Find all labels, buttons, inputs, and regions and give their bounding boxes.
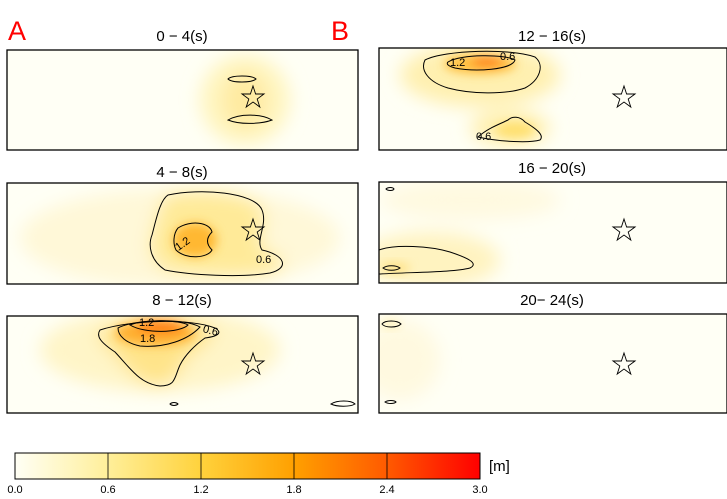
panel-letter-b: B	[331, 16, 349, 46]
colorbar-tick-label: 3.0	[472, 484, 487, 496]
panel-frame	[6, 315, 359, 414]
colorbar-tick-label: 1.2	[193, 484, 208, 496]
contour-lines-b1	[423, 50, 542, 143]
contour-label: 1.2	[139, 317, 154, 329]
epicenter-star-icon	[611, 351, 637, 376]
epicenter-star-icon	[611, 217, 637, 242]
colorbar-tick-label: 1.8	[286, 484, 301, 496]
contour-label: 1.8	[140, 333, 155, 345]
colorbar-tick-label: 2.4	[379, 484, 394, 496]
colorbar-ticks: 0.0 0.6 1.2 1.8 2.4 3.0	[7, 453, 488, 496]
panel-frame	[6, 49, 359, 151]
panel-frame	[378, 181, 727, 284]
contour-lines-b3	[381, 320, 402, 404]
panel-title: 0 − 4(s)	[156, 28, 207, 45]
panel-title: 16 − 20(s)	[518, 160, 586, 177]
panel-frame	[378, 47, 727, 151]
panel-title: 12 − 16(s)	[518, 28, 586, 45]
epicenter-star-icon	[611, 84, 637, 109]
heatmap-b1	[379, 48, 727, 150]
epicenter-star-icon	[240, 84, 266, 109]
epicenter-star-icon	[240, 217, 266, 242]
contour-label: 0.6	[500, 51, 515, 63]
panel-letter-a: A	[8, 16, 26, 46]
panel-frame	[6, 182, 359, 285]
colorbar-tick-label: 0.6	[100, 484, 115, 496]
heatmap-a3	[7, 316, 358, 413]
contour-label: 0.6	[476, 131, 491, 143]
contour-lines-a1	[226, 75, 274, 124]
colorbar-unit: [m]	[489, 458, 510, 475]
contour-label: 0.6	[201, 323, 219, 339]
panel-frame	[378, 313, 727, 414]
panel-title: 20− 24(s)	[520, 292, 584, 309]
heatmap-b3	[379, 314, 727, 413]
contour-label: 0.6	[256, 254, 271, 266]
contour-lines-a2	[149, 191, 283, 277]
panel-title: 4 − 8(s)	[156, 164, 207, 181]
panel-title: 8 − 12(s)	[152, 292, 212, 309]
contour-label: 1.2	[450, 57, 465, 69]
colorbar	[14, 452, 481, 480]
colorbar-tick-label: 0.0	[7, 484, 22, 496]
heatmap-a1	[7, 50, 358, 150]
epicenter-star-icon	[240, 351, 266, 376]
contour-lines-a3	[98, 320, 356, 407]
contour-lines-b2	[378, 187, 474, 275]
heatmap-b2	[379, 182, 727, 283]
